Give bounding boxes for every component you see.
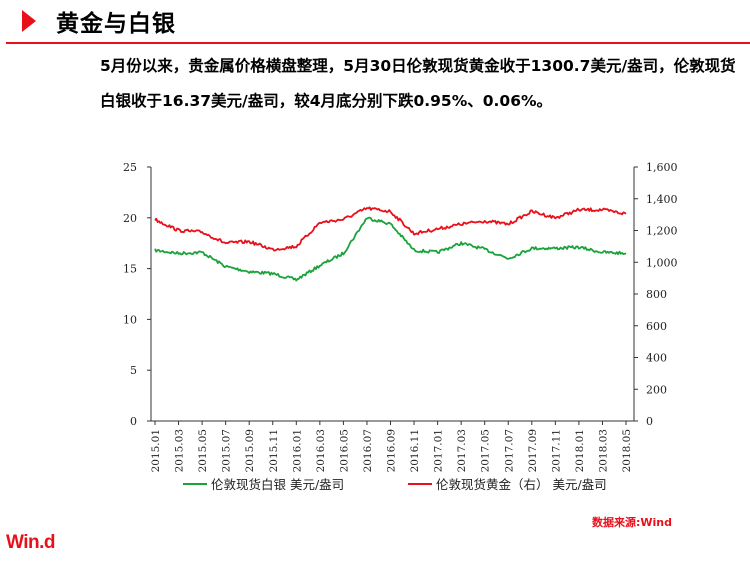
y-right-tick-label: 1,400 [646, 193, 678, 206]
y-right-tick-label: 600 [646, 320, 667, 333]
slide-header: 黄金与白银 [0, 0, 750, 45]
header-triangle-icon [22, 10, 36, 32]
y-left-tick-label: 20 [123, 212, 137, 225]
chart-series [154, 206, 627, 282]
x-tick-label: 2017.09 [527, 429, 539, 472]
legend-label-gold: 伦敦现货黄金（右） 美元/盎司 [436, 477, 607, 492]
summary-paragraph: 5月份以来，贵金属价格横盘整理，5月30日伦敦现货黄金收于1300.7美元/盎司… [100, 57, 736, 110]
x-tick-label: 2016.03 [315, 429, 327, 472]
x-tick-label: 2017.07 [503, 429, 515, 472]
y-left-tick-label: 0 [130, 415, 137, 428]
x-tick-label: 2018.05 [621, 429, 633, 472]
chart-axes: 0 5 10 15 20 25 0 200 400 600 800 1,000 1,200 1,400 1,… [123, 161, 678, 428]
data-source: 数据来源:Wind [592, 516, 673, 529]
x-tick-label: 2015.05 [197, 429, 209, 472]
x-tick-label: 2016.09 [386, 429, 398, 472]
x-tick-label: 2017.03 [456, 429, 468, 472]
x-tick-label: 2017.11 [550, 429, 562, 472]
y-left-tick-label: 25 [123, 161, 137, 174]
x-tick-label: 2018.01 [574, 429, 586, 472]
y-right-tick-label: 800 [646, 288, 667, 301]
x-tick-label: 2016.11 [409, 429, 421, 472]
y-right-tick-label: 400 [646, 352, 667, 365]
y-left-tick-label: 15 [123, 263, 137, 276]
y-left-tick-label: 10 [123, 313, 137, 326]
x-tick-label: 2015.07 [221, 429, 233, 472]
x-tick-label: 2015.03 [174, 429, 186, 472]
x-tick-label: 2016.07 [362, 429, 374, 472]
page-title: 黄金与白银 [56, 11, 176, 37]
wind-logo: Win.d [6, 532, 56, 553]
x-tick-labels: 2015.01 2015.03 2015.05 2015.07 2015.09 2015.… [150, 429, 633, 472]
chart-legend: 伦敦现货白银 美元/盎司 伦敦现货黄金（右） 美元/盎司 [183, 477, 607, 492]
x-tick-label: 2018.03 [597, 429, 609, 472]
x-tick-label: 2017.01 [433, 429, 445, 472]
silver-price-line [154, 216, 627, 282]
header-rule [6, 42, 750, 44]
y-right-tick-label: 1,600 [646, 161, 678, 174]
x-tick-label: 2016.01 [291, 429, 303, 472]
y-right-tick-label: 0 [646, 415, 653, 428]
y-right-tick-label: 1,200 [646, 225, 678, 238]
x-tick-label: 2017.05 [480, 429, 492, 472]
gold-price-line [154, 206, 627, 252]
x-tick-label: 2015.09 [244, 429, 256, 472]
y-right-tick-label: 1,000 [646, 256, 678, 269]
x-tick-label: 2016.05 [338, 429, 350, 472]
x-tick-label: 2015.01 [150, 429, 162, 472]
y-right-tick-label: 200 [646, 383, 667, 396]
legend-label-silver: 伦敦现货白银 美元/盎司 [211, 477, 344, 492]
y-left-tick-label: 5 [130, 364, 137, 377]
x-tick-label: 2015.11 [268, 429, 280, 472]
